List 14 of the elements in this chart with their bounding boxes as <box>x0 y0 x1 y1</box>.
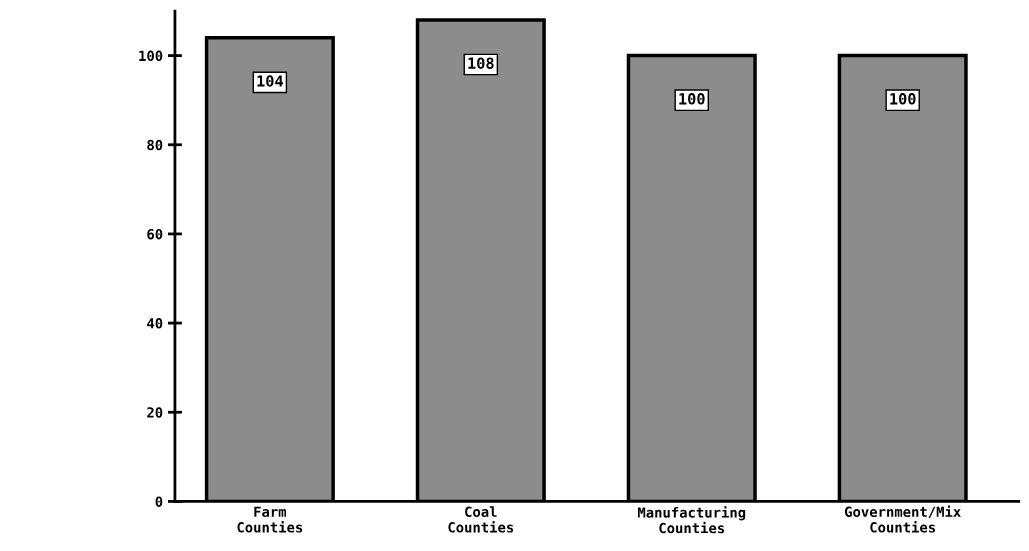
x-tick-label: Manufacturing Counties <box>637 506 746 534</box>
data-label: 100 <box>890 93 916 105</box>
y-tick-label: 40 <box>147 318 163 329</box>
y-tick-label: 100 <box>139 50 163 62</box>
x-tick-label: Coal Counties <box>448 506 514 533</box>
y-tick-label: 0 <box>155 496 163 507</box>
y-tick-label: 80 <box>147 139 163 151</box>
data-label: 104 <box>257 75 283 87</box>
data-label: 100 <box>679 93 705 105</box>
y-tick-label: 20 <box>147 407 163 418</box>
x-tick-label: Farm Counties <box>237 506 303 533</box>
x-tick-label: Government/Mix Counties <box>844 505 961 533</box>
y-tick-label: 60 <box>147 228 163 240</box>
data-label: 108 <box>468 57 494 69</box>
